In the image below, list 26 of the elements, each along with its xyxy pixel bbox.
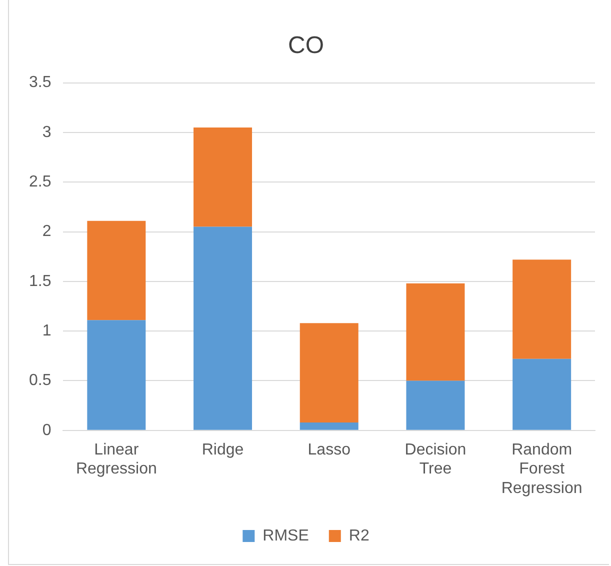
y-tick-label: 1.5 <box>28 272 52 290</box>
bar <box>512 358 572 430</box>
x-tick-label: Linear Regression <box>76 441 157 478</box>
y-tick-label: 3.5 <box>28 74 52 92</box>
legend-label: RMSE <box>262 527 309 544</box>
x-tick-label: Lasso <box>308 441 351 458</box>
bar <box>300 422 358 430</box>
x-tick-label: Random Forest Regression <box>501 441 582 497</box>
chart-title: CO <box>288 32 324 60</box>
bar <box>300 323 358 422</box>
bar <box>194 226 252 430</box>
y-tick-label: 0.5 <box>28 372 52 390</box>
bar <box>194 127 252 227</box>
y-tick-label: 2 <box>42 223 52 240</box>
y-tick-label: 1 <box>42 322 52 340</box>
x-tick-label: Decision Tree <box>404 441 466 478</box>
y-tick-label: 0 <box>42 422 52 439</box>
bar <box>512 260 572 359</box>
bar <box>406 380 465 430</box>
bar <box>406 283 465 381</box>
bar <box>87 220 146 320</box>
bar <box>87 320 146 430</box>
y-tick-label: 3 <box>42 124 52 141</box>
y-tick-label: 2.5 <box>28 174 52 191</box>
legend-label: R2 <box>348 527 370 544</box>
x-tick-label: Ridge <box>202 441 244 458</box>
